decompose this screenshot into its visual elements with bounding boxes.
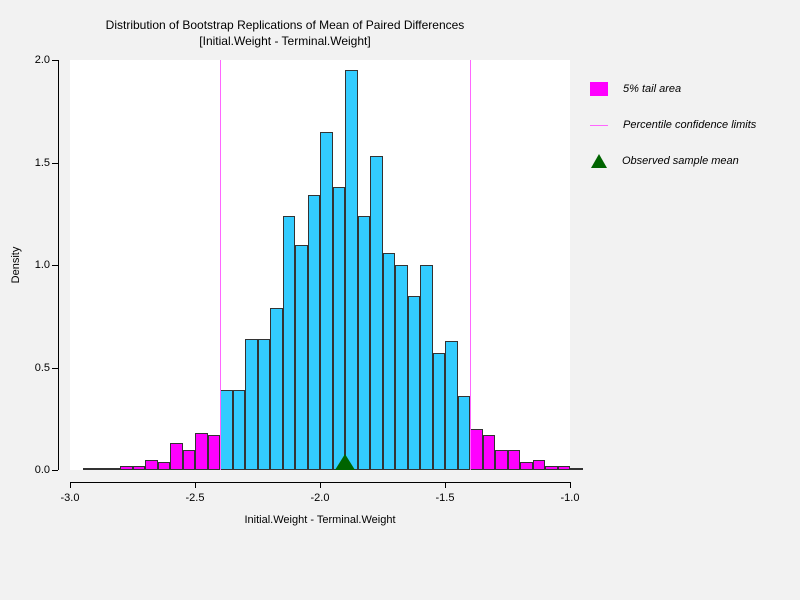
y-tick-label: 1.0: [26, 259, 50, 271]
legend-label: Percentile confidence limits: [623, 119, 756, 131]
legend-line-icon: [590, 125, 608, 126]
x-tick: [320, 482, 321, 488]
x-tick-label: -1.5: [436, 492, 455, 504]
x-tick: [570, 482, 571, 488]
legend-label: Observed sample mean: [622, 155, 739, 167]
x-axis-title: Initial.Weight - Terminal.Weight: [244, 514, 395, 526]
y-tick: [52, 163, 58, 164]
y-axis-title: Density: [10, 247, 22, 284]
legend-item: Observed sample mean: [590, 152, 756, 170]
y-tick: [52, 60, 58, 61]
y-tick: [52, 265, 58, 266]
legend-item: Percentile confidence limits: [590, 116, 756, 134]
y-tick-label: 1.5: [26, 157, 50, 169]
x-tick: [445, 482, 446, 488]
legend-label: 5% tail area: [623, 83, 681, 95]
x-tick-label: -1.0: [561, 492, 580, 504]
y-axis: [58, 60, 59, 470]
chart-container: Distribution of Bootstrap Replications o…: [0, 0, 800, 600]
y-tick-label: 0.0: [26, 464, 50, 476]
legend-item: 5% tail area: [590, 80, 756, 98]
legend-swatch-icon: [590, 82, 608, 96]
x-tick: [195, 482, 196, 488]
x-tick-label: -2.0: [311, 492, 330, 504]
legend-triangle-icon: [591, 154, 607, 168]
y-tick-label: 2.0: [26, 54, 50, 66]
y-tick-label: 0.5: [26, 362, 50, 374]
x-tick-label: -2.5: [186, 492, 205, 504]
y-tick: [52, 470, 58, 471]
x-tick-label: -3.0: [61, 492, 80, 504]
y-tick: [52, 368, 58, 369]
x-tick: [70, 482, 71, 488]
legend: 5% tail area Percentile confidence limits…: [590, 80, 756, 188]
